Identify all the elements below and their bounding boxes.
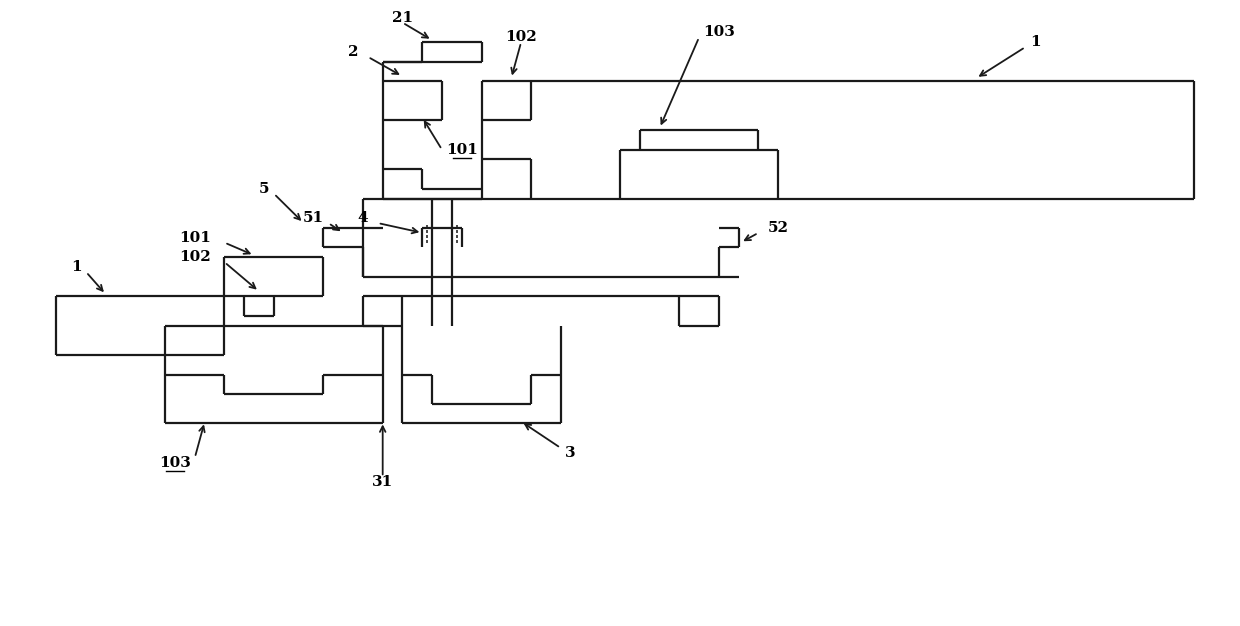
Text: 103: 103 (703, 26, 735, 39)
Text: 2: 2 (347, 45, 358, 59)
Text: 1: 1 (71, 260, 82, 274)
Text: 5: 5 (259, 182, 269, 196)
Text: 3: 3 (565, 446, 575, 460)
Text: 102: 102 (505, 30, 537, 44)
Text: 52: 52 (768, 221, 789, 235)
Text: 101: 101 (179, 231, 211, 245)
Text: 1: 1 (1030, 35, 1040, 49)
Text: 31: 31 (372, 475, 393, 489)
Text: 51: 51 (303, 211, 324, 225)
Text: 21: 21 (392, 11, 413, 24)
Text: 102: 102 (179, 250, 211, 264)
Text: 4: 4 (357, 211, 368, 225)
Text: 103: 103 (159, 456, 191, 470)
Text: 101: 101 (446, 143, 477, 156)
